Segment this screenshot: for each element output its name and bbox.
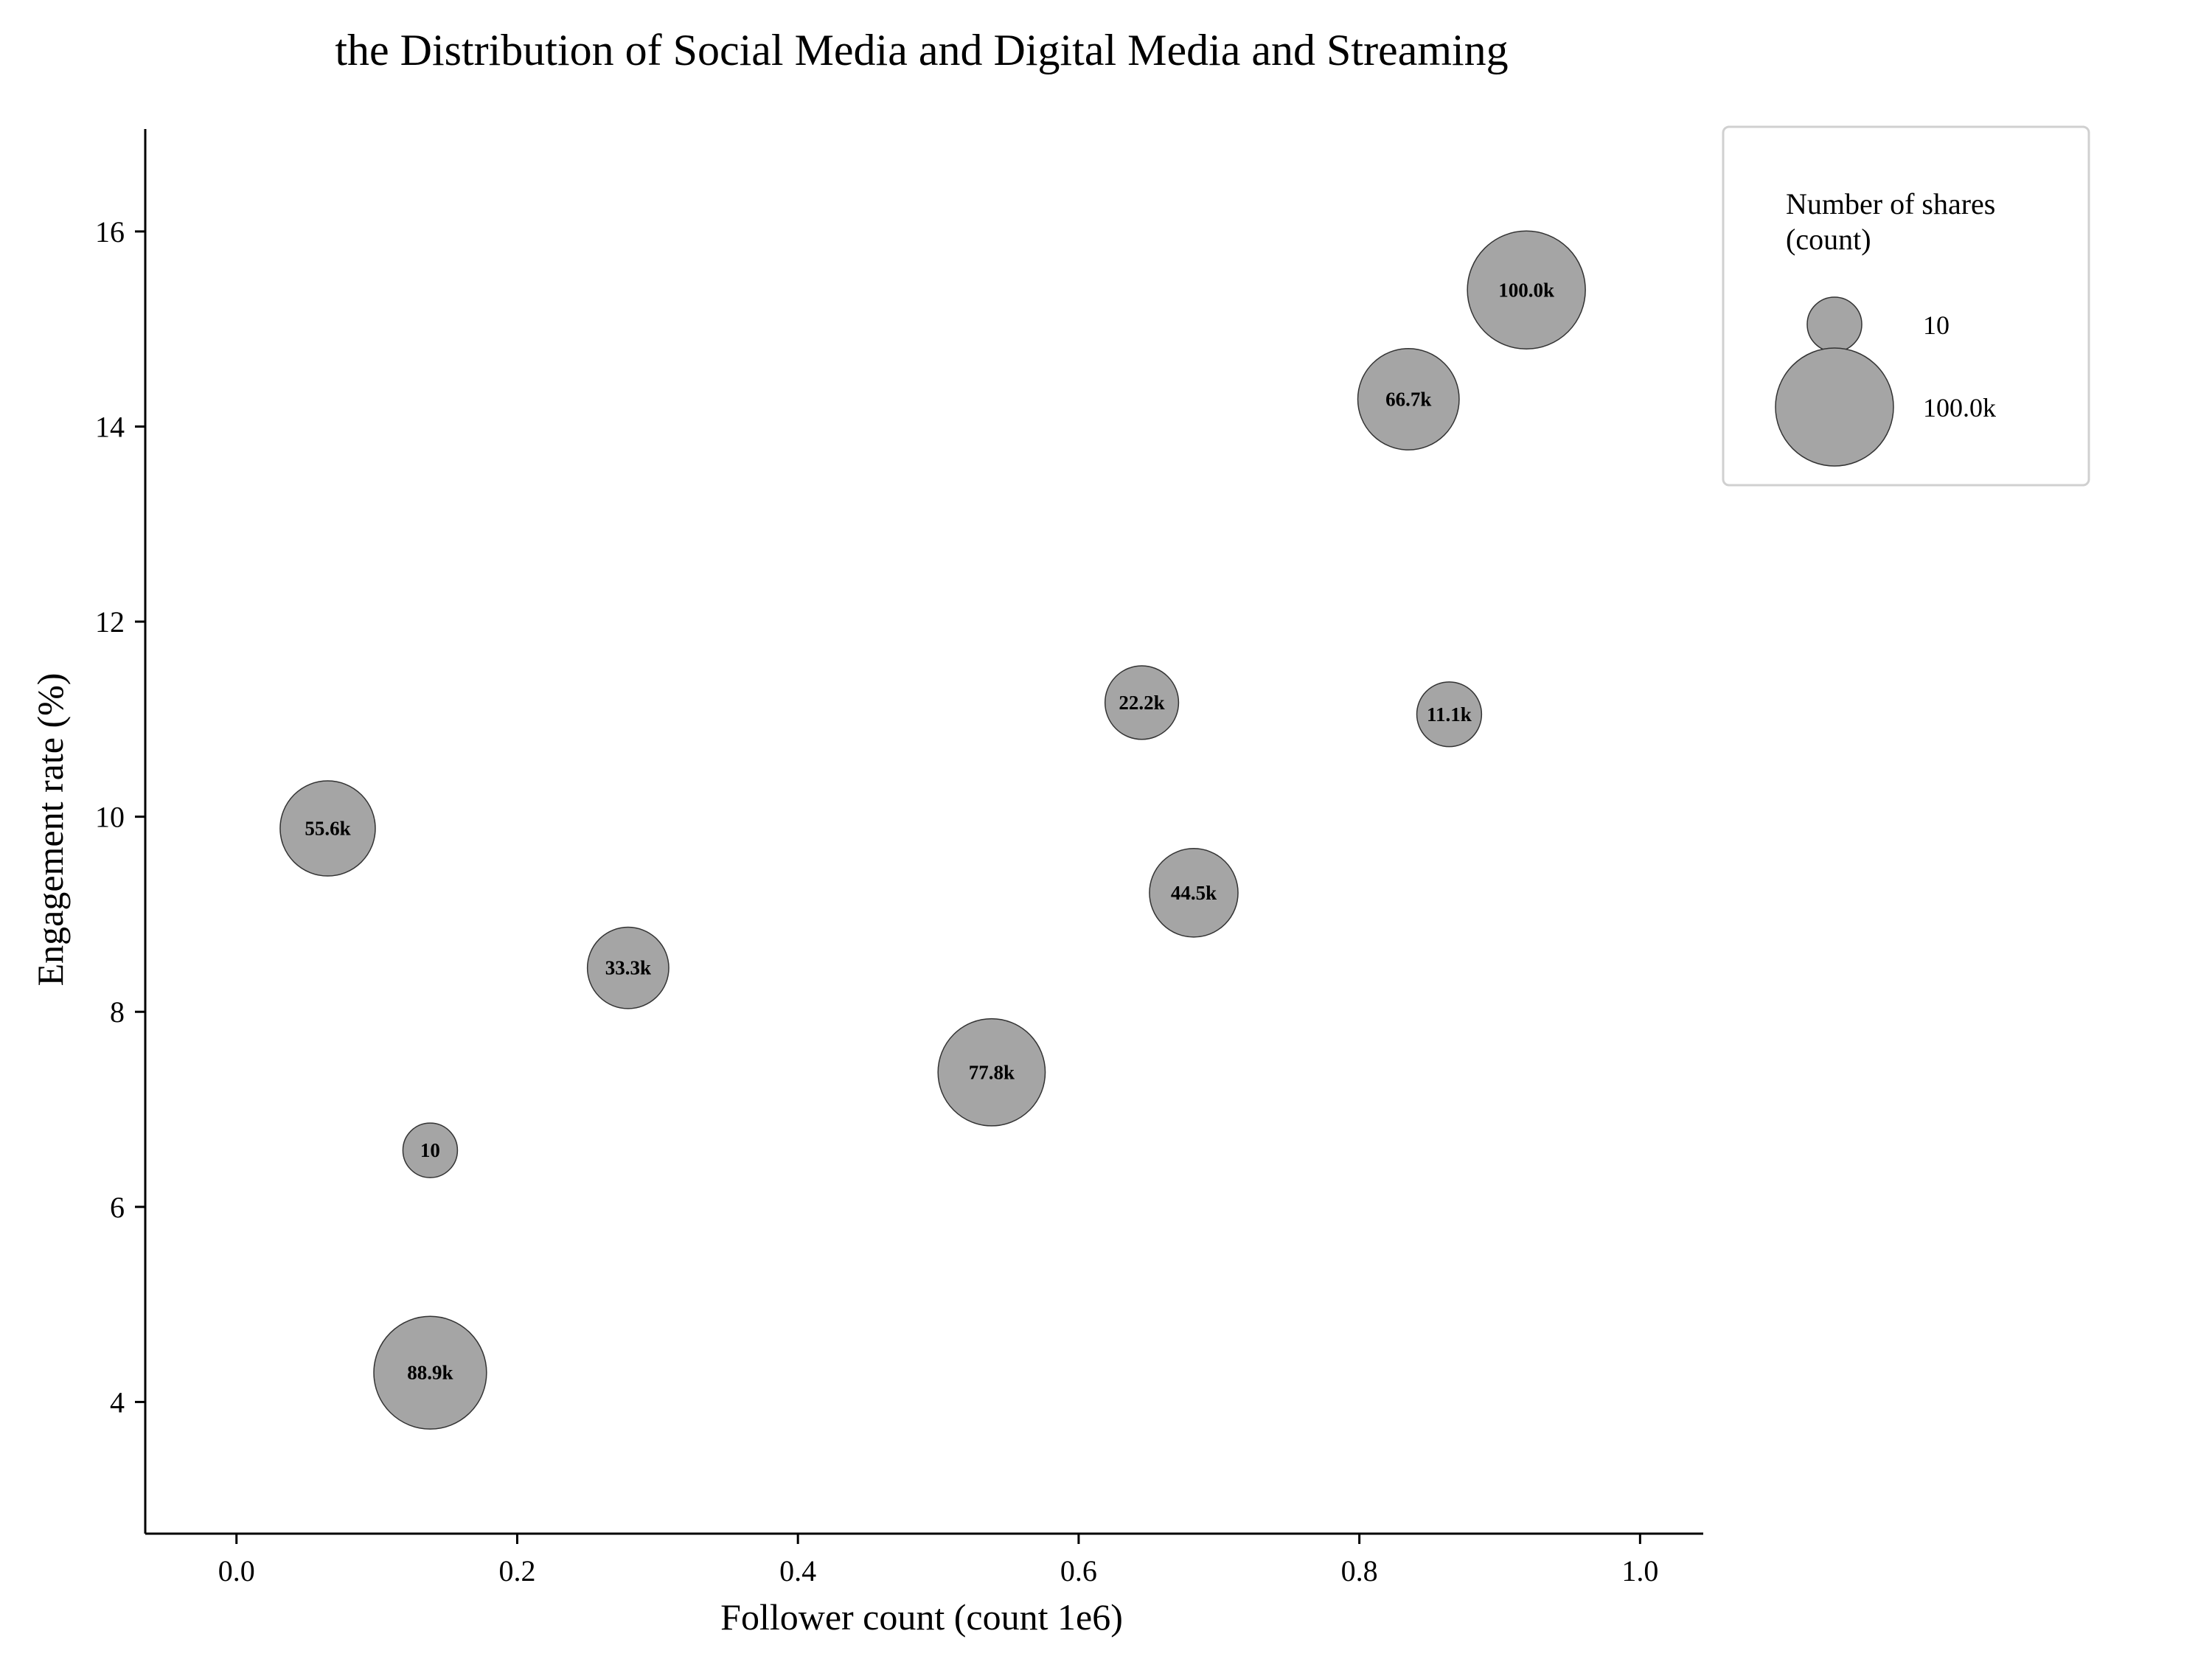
- legend-entries: 10 100.0k: [1775, 296, 1996, 467]
- x-tick-label: 0.0: [218, 1554, 255, 1587]
- y-tick-label: 4: [110, 1385, 125, 1419]
- bubble-label: 66.7k: [1385, 388, 1431, 410]
- bubble: [1416, 681, 1483, 748]
- y-tick-label: 8: [110, 995, 125, 1029]
- y-tick-label: 14: [95, 410, 125, 443]
- x-axis-label: Follower count (count 1e6): [720, 1596, 1123, 1638]
- bubble-label: 77.8k: [969, 1061, 1015, 1083]
- bubble-label: 22.2k: [1119, 692, 1164, 714]
- y-tick-label: 12: [95, 605, 125, 639]
- legend-title-line-1: Number of shares: [1786, 187, 1995, 220]
- legend-marker: [1806, 296, 1863, 352]
- bubble: [373, 1315, 487, 1430]
- x-axis-ticks: 0.0 0.2 0.4 0.6 0.8 1.0: [218, 1534, 1658, 1587]
- bubble-label: 10: [420, 1139, 440, 1161]
- plot-area: 55.6k 10 88.9k 33.3k 77.8k 22.2k 44.5k 66.7k 11.…: [279, 230, 1586, 1430]
- bubble-label: 55.6k: [305, 818, 350, 840]
- legend-title-line-2: (count): [1786, 223, 1871, 256]
- bubble: [1467, 230, 1586, 350]
- x-tick-label: 0.6: [1060, 1554, 1097, 1587]
- chart-title: the Distribution of Social Media and Dig…: [335, 26, 1508, 74]
- bubble-label: 100.0k: [1498, 279, 1554, 301]
- bubble: [279, 780, 376, 877]
- y-axis-ticks: 4 6 8 10 12 14 16: [95, 215, 145, 1419]
- bubble: [586, 926, 669, 1009]
- y-axis-label: Engagement rate (%): [29, 673, 71, 987]
- x-tick-label: 0.4: [779, 1554, 816, 1587]
- y-tick-label: 6: [110, 1191, 125, 1224]
- bubble-label: 44.5k: [1171, 882, 1217, 904]
- bubble: [402, 1122, 459, 1178]
- legend-entry-label: 10: [1923, 310, 1950, 340]
- legend-marker: [1775, 347, 1894, 467]
- y-tick-label: 10: [95, 801, 125, 834]
- x-tick-label: 1.0: [1621, 1554, 1658, 1587]
- x-tick-label: 0.8: [1341, 1554, 1378, 1587]
- legend-title: Number of shares (count): [1786, 187, 2003, 256]
- legend-frame: [1722, 125, 2090, 487]
- bubble: [1149, 848, 1239, 938]
- bubble-label: 11.1k: [1427, 703, 1472, 726]
- bubble-label: 33.3k: [605, 957, 651, 979]
- size-legend: Number of shares (count) 10 100.0k: [1722, 125, 2090, 487]
- legend-entry-label: 100.0k: [1923, 393, 1996, 422]
- bubble: [1357, 347, 1460, 451]
- y-tick-label: 16: [95, 215, 125, 248]
- bubble: [1104, 665, 1180, 740]
- bubble: [937, 1018, 1046, 1127]
- x-tick-label: 0.2: [498, 1554, 535, 1587]
- bubble-label: 88.9k: [407, 1362, 453, 1384]
